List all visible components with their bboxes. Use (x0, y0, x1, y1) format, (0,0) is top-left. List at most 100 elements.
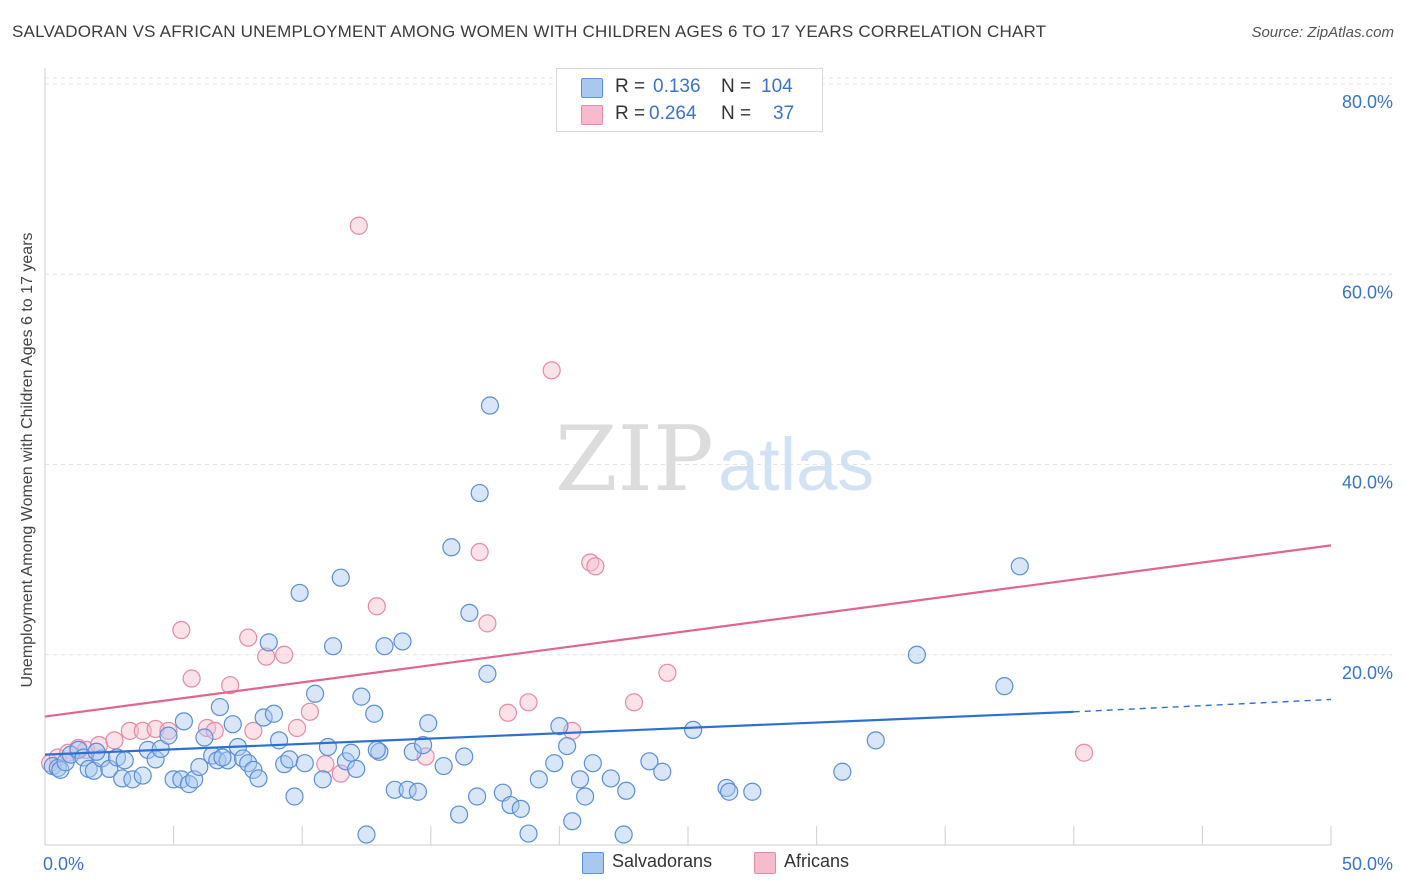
salvadorans-point (408, 782, 428, 801)
x-tick-label: 50.0% (1342, 854, 1393, 874)
salvadorans-point (365, 704, 384, 723)
salvadorans-point (478, 664, 497, 683)
salvadorans-point (614, 825, 633, 844)
salvadorans-point (743, 782, 762, 801)
r-label: R = (615, 103, 646, 124)
africans-point (257, 647, 276, 666)
africans-swatch (581, 105, 603, 125)
salvadorans-point (583, 754, 602, 773)
salvadorans-point (269, 731, 289, 750)
salvadorans-point (563, 812, 582, 831)
salvadorans-point (244, 760, 263, 779)
salvadorans-trend-extension (1073, 698, 1332, 713)
salvadorans-point (833, 762, 852, 781)
salvadorans-point (195, 728, 214, 747)
salvadorans-point (254, 708, 273, 727)
africans-point (120, 721, 139, 740)
africans-point (316, 755, 335, 774)
africans-point (519, 693, 538, 712)
salvadorans-point (313, 770, 332, 789)
y-tick-label: 80.0% (1342, 92, 1393, 112)
salvadorans-point (1010, 557, 1029, 576)
salvadorans-point (519, 824, 538, 843)
salvadorans-point (295, 754, 314, 773)
stats-legend: R = 0.136 N = 104 R = 0.264 N = 37 (556, 68, 823, 132)
africans-point (1074, 743, 1094, 762)
salvadorans-point (264, 704, 284, 723)
y-tick-label: 40.0% (1342, 473, 1393, 493)
salvadorans-point (470, 483, 489, 503)
salvadorans-point (601, 769, 620, 788)
salvadorans-point (413, 736, 433, 755)
y-axis-label: Unemployment Among Women with Children A… (19, 232, 36, 688)
salvadorans-point (331, 568, 350, 587)
salvadorans-point (159, 726, 178, 745)
salvadorans-point (907, 645, 927, 664)
salvadorans-point (280, 750, 299, 769)
salvadorans-point (570, 770, 590, 789)
africans-point (172, 620, 191, 640)
africans-point (205, 721, 224, 740)
africans-point (221, 676, 240, 695)
source-credit: Source: ZipAtlas.com (1251, 24, 1394, 41)
n-label: N = (721, 103, 752, 124)
salvadorans-point (352, 687, 371, 706)
n-label: N = (721, 76, 752, 97)
salvadorans-point (403, 742, 422, 761)
salvadorans-point (449, 805, 469, 824)
salvadorans-point (123, 770, 142, 789)
salvadorans-point (529, 770, 548, 789)
salvadorans-point (684, 720, 703, 740)
salvadorans-point (995, 677, 1014, 696)
salvadorans-point (133, 766, 152, 785)
x-tick-label: 0.0% (43, 854, 84, 874)
salvadorans-point (290, 583, 309, 603)
salvadorans-point (370, 742, 389, 761)
africans-point (542, 361, 561, 380)
salvadorans-point (323, 637, 343, 656)
africans-point (498, 703, 518, 722)
salvadorans-point (115, 751, 134, 770)
salvadorans-point (208, 751, 227, 770)
salvadorans-point (190, 757, 209, 777)
africans-point (239, 628, 258, 647)
salvadorans-point (249, 769, 268, 788)
salvadorans-point (419, 714, 438, 733)
africans-point (105, 731, 124, 750)
salvadorans-point (347, 759, 366, 779)
salvadorans-trend-line (44, 710, 1074, 756)
salvadorans-point (305, 684, 325, 703)
africans-point (275, 645, 294, 664)
salvadorans-point (223, 715, 242, 734)
salvadorans-point (460, 603, 479, 623)
africans-point (244, 721, 263, 740)
salvadorans-point (357, 825, 376, 844)
salvadorans-point (501, 795, 520, 815)
salvadorans-point (442, 538, 461, 557)
salvadorans-point (558, 736, 577, 756)
gridlines (45, 77, 1392, 656)
salvadorans-point (336, 752, 356, 771)
r-value: 0.136 (653, 76, 701, 97)
salvadorans-point (480, 396, 500, 415)
salvadorans-point (640, 752, 659, 771)
salvadorans-point (720, 782, 739, 801)
salvadorans-point (550, 716, 569, 736)
salvadorans-point (576, 787, 595, 806)
salvadorans-point (653, 762, 672, 781)
watermark-atlas: atlas (718, 423, 874, 506)
africans-point (586, 557, 605, 576)
r-label: R = (615, 76, 646, 97)
salvadorans-point (393, 632, 412, 651)
salvadorans-point (434, 756, 453, 776)
chart-title: SALVADORAN VS AFRICAN UNEMPLOYMENT AMONG… (12, 22, 1047, 41)
tick-labels: 20.0% 40.0% 60.0% 80.0% 0.0% 50.0% (43, 92, 1393, 874)
watermark-zip: ZIP (555, 407, 714, 512)
salvadorans-point (455, 747, 474, 766)
africans-point (624, 693, 644, 712)
salvadorans-point (367, 740, 386, 759)
salvadorans-point (467, 787, 487, 806)
salvadorans-point (213, 748, 232, 767)
y-tick-label: 20.0% (1342, 663, 1393, 683)
salvadorans-point (511, 799, 530, 818)
